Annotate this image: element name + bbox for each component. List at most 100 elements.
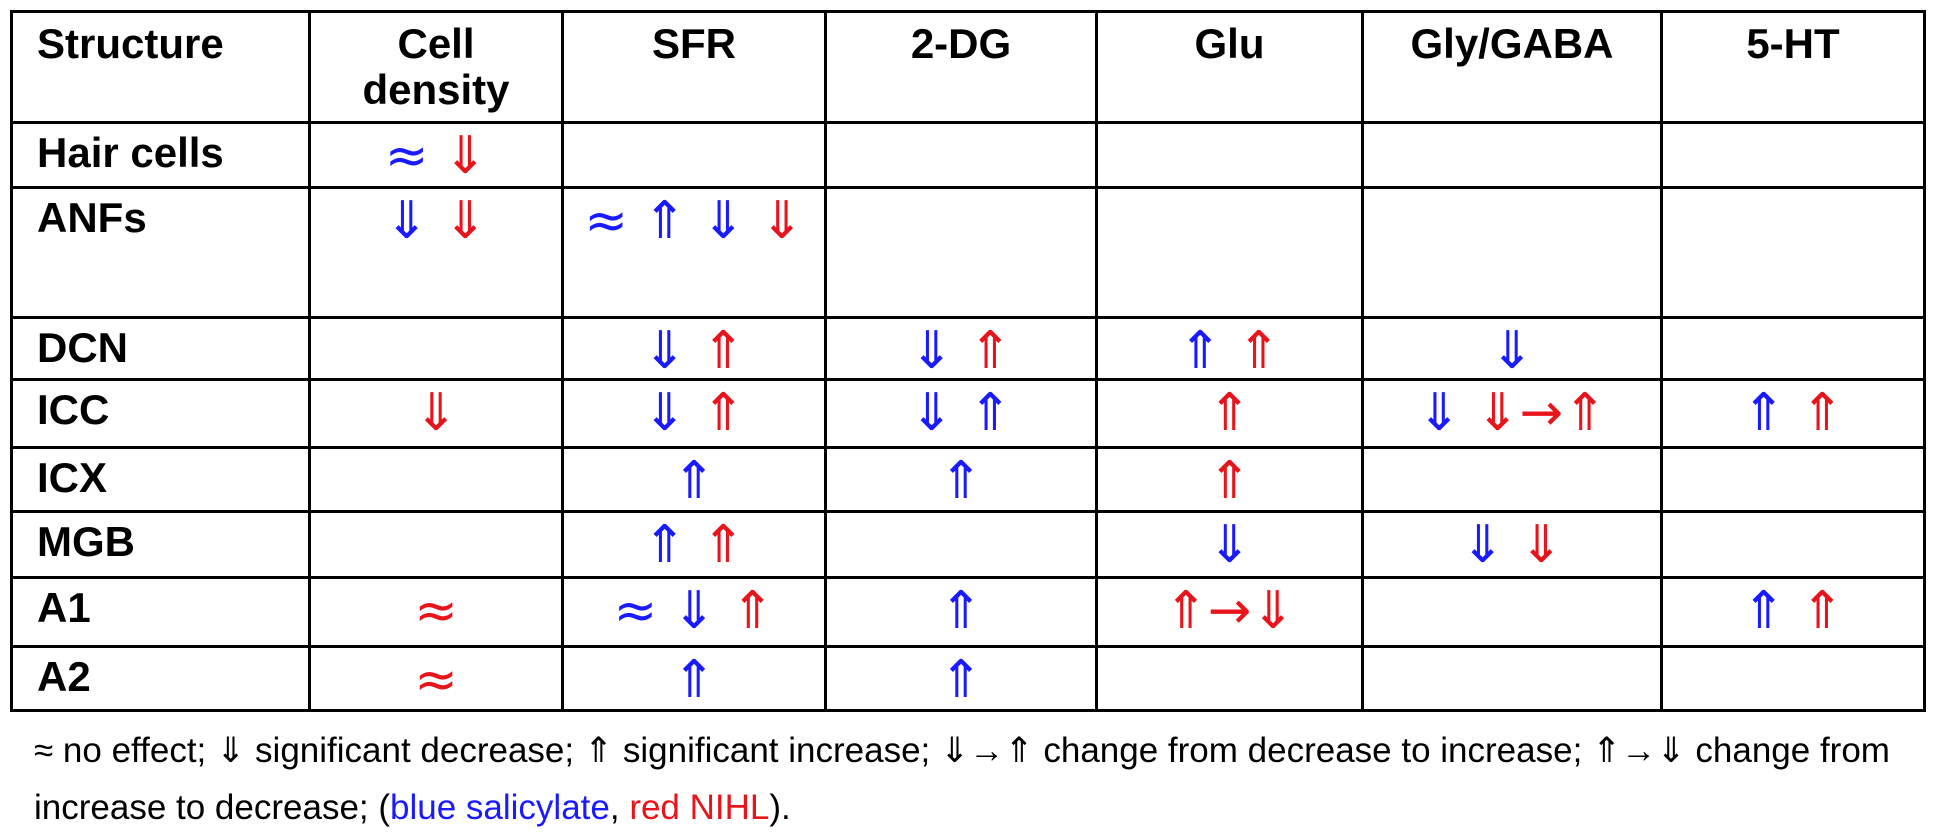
column-header: Structure (10, 10, 311, 124)
table-cell (1095, 121, 1364, 189)
effect-symbol: ≈ (584, 191, 628, 251)
table-cell: ⇑ ⇑ (1095, 316, 1364, 381)
table-cell: ⇑ (561, 645, 827, 712)
table-cell (1660, 645, 1926, 712)
table-cell: ⇑ ⇑ (561, 510, 827, 579)
effect-symbol: ⇑ (939, 650, 983, 710)
effect-symbol: ⇓ (1519, 515, 1564, 575)
table-cell: ≈ (308, 645, 564, 712)
row-label: Hair cells (10, 121, 311, 189)
column-header: 2-DG (824, 10, 1098, 124)
table-cell (1361, 121, 1663, 189)
table-cell: ⇓ (308, 378, 564, 449)
table-cell: ⇑ (824, 645, 1098, 712)
table-cell (824, 121, 1098, 189)
effect-symbol: ⇑ (1800, 383, 1845, 443)
table-body: Hair cells ≈ ⇓ ANFs ⇓ ⇓ ≈ ⇑ ⇓ ⇓ DCN ⇓ ⇑ ⇓ ⇑ ⇑ ⇑ ⇓ ICC ⇓ ⇓ ⇑ ⇓ ⇑… (10, 121, 1926, 712)
table-cell (561, 121, 827, 189)
column-header: Glu (1095, 10, 1364, 124)
effect-symbol: ⇓ (642, 383, 687, 443)
row-label: ICC (10, 378, 311, 449)
footnote: ≈ no effect; ⇓ significant decrease; ⇑ s… (34, 722, 1914, 836)
table-row: A1 ≈ ≈ ⇓ ⇑ ⇑ ⇑→⇓ ⇑ ⇑ (10, 576, 1926, 648)
effect-symbol: ⇑ (1207, 383, 1252, 443)
effect-symbol: ≈ (414, 581, 458, 641)
table-row: Hair cells ≈ ⇓ (10, 121, 1926, 189)
effect-symbol: ⇓ (909, 321, 954, 381)
effect-symbol: ⇓ (701, 191, 746, 251)
effect-symbol: ⇑→⇓ (1164, 581, 1295, 641)
table-cell: ⇓ ⇑ (561, 316, 827, 381)
effect-symbol: ⇑ (701, 383, 746, 443)
effect-symbol: ⇑ (1741, 581, 1786, 641)
table-cell: ⇓ ⇓ (308, 186, 564, 319)
effect-symbol: ⇑ (1207, 451, 1252, 511)
table-cell: ⇑ (824, 576, 1098, 648)
effect-symbol: ⇑ (1237, 321, 1281, 381)
effects-table: Structure Cell density SFR 2-DG Glu Gly/GABA 5… (10, 10, 1926, 712)
header-row: Structure Cell density SFR 2-DG Glu Gly/GABA 5… (10, 10, 1926, 124)
footnote-text: ). (769, 788, 791, 827)
table-row: A2 ≈ ⇑ ⇑ (10, 645, 1926, 712)
effect-symbol: ⇑ (642, 515, 687, 575)
table-cell (824, 510, 1098, 579)
effect-symbol: ⇓ (760, 191, 804, 251)
table-cell (308, 316, 564, 381)
table-cell: ⇑ (824, 446, 1098, 513)
table-cell: ⇓ ⇓ (1361, 510, 1663, 579)
effect-symbol: ⇑ (1178, 321, 1222, 381)
table-cell: ⇑→⇓ (1095, 576, 1364, 648)
table-cell: ⇓ (1095, 510, 1364, 579)
column-header: Cell density (308, 10, 564, 124)
table-cell: ⇑ ⇑ (1660, 576, 1926, 648)
column-header: SFR (561, 10, 827, 124)
effect-symbol: ⇑ (730, 581, 775, 641)
table-cell (824, 186, 1098, 319)
table-cell: ⇑ ⇑ (1660, 378, 1926, 449)
table-cell (1660, 186, 1926, 319)
table-cell: ⇓ ⇓→⇑ (1361, 378, 1663, 449)
row-label: ANFs (10, 186, 311, 319)
effect-symbol: ≈ (613, 581, 658, 641)
table-cell (1361, 186, 1663, 319)
effect-symbol: ⇑ (642, 191, 687, 251)
effect-symbol: ⇓ (384, 191, 429, 251)
effect-symbol: ⇓ (1460, 515, 1505, 575)
effect-symbol: ⇓ (443, 191, 488, 251)
table-cell (1361, 645, 1663, 712)
table-cell: ⇑ (1095, 446, 1364, 513)
table-cell: ⇓ ⇑ (561, 378, 827, 449)
row-label: ICX (10, 446, 311, 513)
table-cell: ≈ ⇓ (308, 121, 564, 189)
row-label: MGB (10, 510, 311, 579)
table-row: DCN ⇓ ⇑ ⇓ ⇑ ⇑ ⇑ ⇓ (10, 316, 1926, 381)
footnote-text: ≈ no effect; ⇓ significant decrease; ⇑ s… (34, 731, 1890, 827)
row-label: A1 (10, 576, 311, 648)
effect-symbol: ⇓→⇑ (1475, 383, 1607, 443)
table-cell: ⇓ (1361, 316, 1663, 381)
table-cell (1361, 446, 1663, 513)
effect-symbol: ⇓ (672, 581, 716, 641)
footnote-text: blue salicylate (390, 788, 610, 827)
table-row: ANFs ⇓ ⇓ ≈ ⇑ ⇓ ⇓ (10, 186, 1926, 319)
table-cell (1660, 316, 1926, 381)
effect-symbol: ⇑ (968, 383, 1013, 443)
effect-symbol: ⇑ (672, 451, 716, 511)
effect-symbol: ⇓ (1207, 515, 1252, 575)
table-cell: ≈ ⇑ ⇓ ⇓ (561, 186, 827, 319)
effect-symbol: ⇓ (443, 126, 488, 186)
effect-symbol: ⇑ (701, 321, 746, 381)
effect-symbol: ⇑ (1741, 383, 1786, 443)
effect-symbol: ⇑ (1800, 581, 1845, 641)
table-cell (1095, 186, 1364, 319)
effect-symbol: ⇑ (701, 515, 746, 575)
effect-symbol: ⇓ (909, 383, 954, 443)
row-label: DCN (10, 316, 311, 381)
effect-symbol: ⇓ (1490, 321, 1534, 381)
footnote-text: , (609, 788, 630, 827)
table-cell (308, 446, 564, 513)
effect-symbol: ⇑ (672, 650, 716, 710)
table-row: ICC ⇓ ⇓ ⇑ ⇓ ⇑ ⇑ ⇓ ⇓→⇑ ⇑ ⇑ (10, 378, 1926, 449)
table-cell: ⇑ (561, 446, 827, 513)
